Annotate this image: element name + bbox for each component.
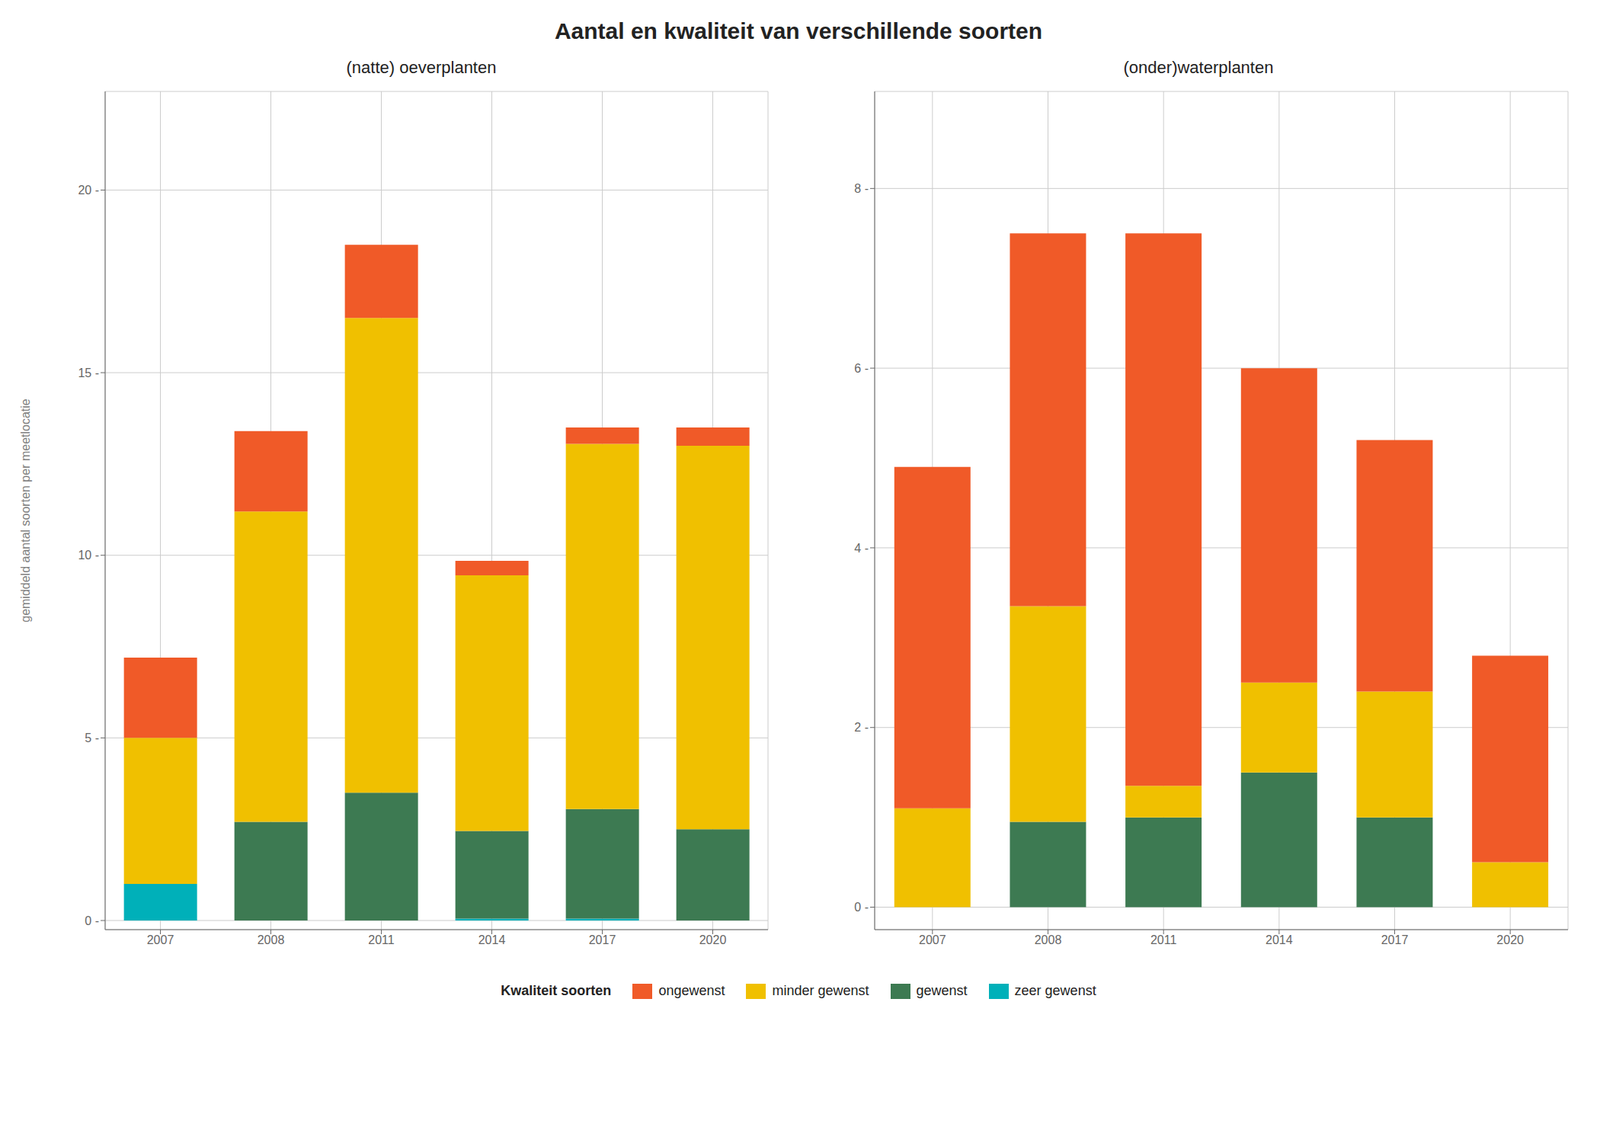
svg-text:2020: 2020 [699,933,727,947]
html-text:Aantal en kwaliteit van versch: Aantal en kwaliteit van verschillende so… [554,18,1043,44]
svg-text:4 -: 4 - [854,541,869,555]
svg-text:2014: 2014 [478,933,506,947]
html-text:ongewenst: ongewenst [658,982,725,999]
html-text:(natte) oeverplanten: (natte) oeverplanten [346,57,497,77]
svg-text:6 -: 6 - [854,361,869,375]
html-text:gewenst: gewenst [916,982,968,999]
html-text:zeer gewenst: zeer gewenst [1014,982,1097,999]
svg-text:2020: 2020 [1496,933,1524,947]
html-text:Kwaliteit soorten: Kwaliteit soorten [500,982,612,999]
svg-text:2008: 2008 [257,933,285,947]
svg-text:2014: 2014 [1265,933,1293,947]
html-text:(onder)waterplanten: (onder)waterplanten [1123,57,1274,77]
svg-text:0 -: 0 - [854,900,869,914]
svg-text:gemiddeld aantal soorten per m: gemiddeld aantal soorten per meetlocatie [19,398,32,623]
svg-text:5 -: 5 - [84,731,100,745]
html-text:minder gewenst: minder gewenst [772,982,869,999]
svg-text:2017: 2017 [588,933,617,947]
svg-text:2011: 2011 [368,933,395,947]
svg-text:8 -: 8 - [854,182,869,196]
svg-text:2017: 2017 [1381,933,1409,947]
svg-text:2 -: 2 - [854,720,869,734]
svg-text:2008: 2008 [1034,933,1063,947]
svg-text:0 -: 0 - [84,914,100,928]
svg-text:2007: 2007 [918,933,947,947]
svg-text:10 -: 10 - [77,548,100,562]
svg-text:20 -: 20 - [77,183,100,197]
svg-text:2011: 2011 [1150,933,1178,947]
svg-text:2007: 2007 [147,933,175,947]
svg-text:15 -: 15 - [77,366,100,380]
